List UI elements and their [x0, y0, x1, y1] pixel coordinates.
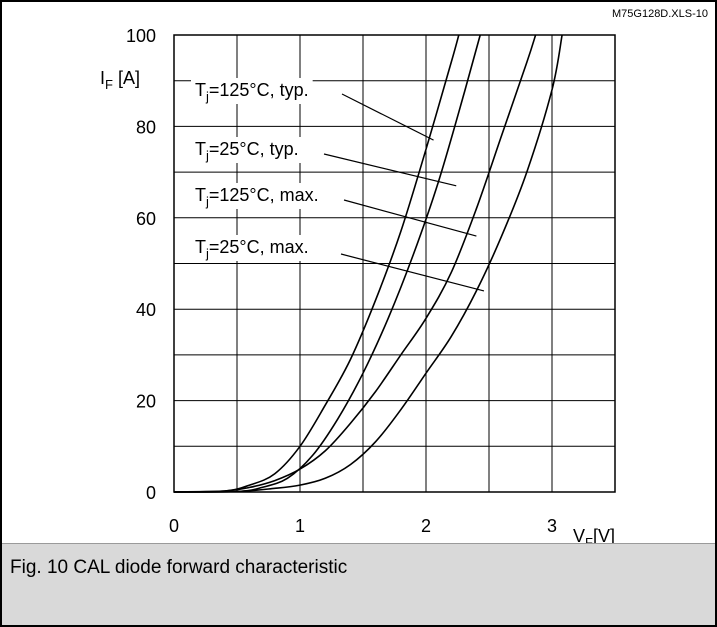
- source-tag: M75G128D.XLS-10: [612, 8, 708, 20]
- series-leader-line-2: [323, 153, 457, 187]
- series-line-3: [173, 34, 537, 493]
- y-tick-label: 40: [136, 300, 156, 320]
- series-line-4: [173, 34, 563, 493]
- series-leader-line-3: [343, 199, 477, 237]
- y-axis-label: IF [A]: [100, 68, 140, 92]
- x-axis-label-unit: [V]: [593, 526, 615, 543]
- series-label-bg: [191, 183, 323, 209]
- x-tick-label: 1: [295, 516, 305, 536]
- series-label-1: Tj=125°C, typ.: [195, 80, 309, 104]
- x-tick-label: 3: [547, 516, 557, 536]
- series-layer: [173, 34, 563, 493]
- axes-layer: M75G128D.XLS-10 IF [A] VF[V]: [100, 8, 708, 543]
- caption-box: Fig. 10 CAL diode forward characteristic: [2, 543, 715, 625]
- chart-svg: M75G128D.XLS-10 IF [A] VF[V] 02040608010…: [100, 8, 708, 543]
- y-tick-label: 80: [136, 117, 156, 137]
- y-axis-label-unit: [A]: [113, 68, 140, 88]
- series-label-bg: [191, 235, 313, 261]
- plot-border: [173, 34, 616, 493]
- x-axis-label: VF[V]: [573, 526, 615, 543]
- series-label-3: Tj=125°C, max.: [195, 185, 319, 209]
- x-tick-label: 2: [421, 516, 431, 536]
- series-label-bg: [191, 78, 313, 104]
- series-label-bg: [191, 137, 303, 163]
- y-tick-label: 20: [136, 392, 156, 412]
- series-leader-line-4: [340, 253, 485, 292]
- y-tick-label: 60: [136, 209, 156, 229]
- series-label-4: Tj=25°C, max.: [195, 237, 309, 261]
- label-layer: Tj=125°C, typ. Tj=25°C, typ. Tj=125°C, max…: [191, 78, 485, 292]
- x-tick-label: 0: [169, 516, 179, 536]
- x-axis-label-main: V: [573, 526, 585, 543]
- y-tick-label: 0: [146, 483, 156, 503]
- series-label-2: Tj=25°C, typ.: [195, 139, 299, 163]
- series-line-2: [173, 34, 481, 493]
- tick-layer: 0 20 40 60 80 100 0 1 2 3: [126, 26, 557, 536]
- figure-caption: Fig. 10 CAL diode forward characteristic: [10, 557, 348, 578]
- y-tick-label: 100: [126, 26, 156, 46]
- x-axis-label-sub: F: [585, 535, 593, 543]
- y-axis-label-sub: F: [105, 77, 113, 92]
- series-leader-line-1: [341, 93, 434, 141]
- y-axis-label-main: I: [100, 68, 105, 88]
- series-line-1: [173, 34, 460, 493]
